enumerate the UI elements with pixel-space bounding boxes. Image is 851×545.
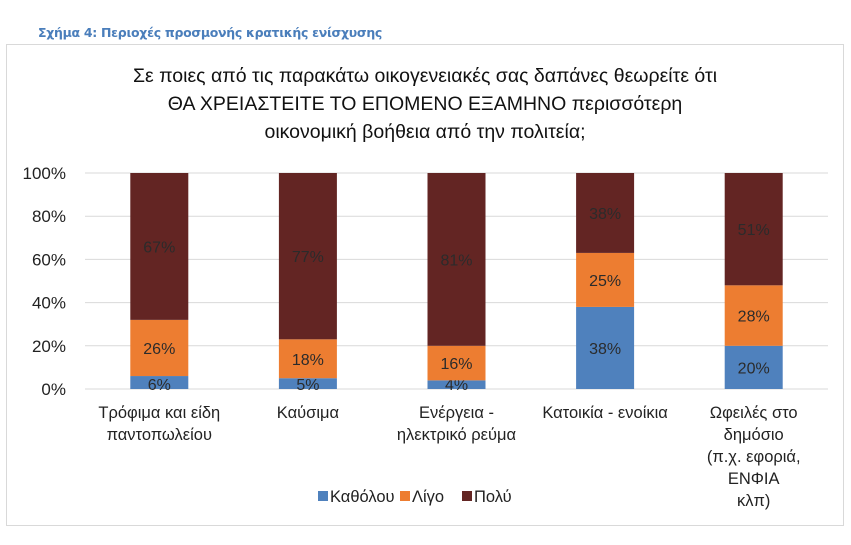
data-label: 18% [292, 352, 324, 369]
bar-segment-Λίγο [130, 319, 189, 377]
legend-swatch-Καθόλου [318, 491, 328, 501]
bar-segment-Πολύ [278, 173, 337, 340]
bar-segment-Πολύ [724, 173, 783, 286]
category-label: ΕΝΦΙΑ [728, 470, 780, 488]
bar-segment-Λίγο [278, 339, 337, 379]
data-label: 16% [440, 356, 472, 373]
chart-frame [6, 44, 844, 526]
category-label: δημόσιο [724, 426, 784, 444]
category-label: (π.χ. εφοριά, [707, 448, 801, 466]
data-label: 28% [738, 309, 770, 326]
category-label: ηλεκτρικό ρεύμα [397, 426, 517, 444]
category-label: Τρόφιμα και είδη [98, 404, 220, 422]
y-tick-label: 100% [23, 164, 66, 183]
legend-label: Λίγο [412, 488, 444, 506]
y-tick-label: 60% [32, 250, 66, 269]
category-label: Καύσιμα [277, 404, 340, 422]
category-label: παντοπωλείου [107, 426, 212, 444]
data-label: 25% [589, 273, 621, 290]
data-label: 38% [589, 206, 621, 223]
data-label: 5% [296, 377, 319, 394]
bar-segment-Πολύ [427, 173, 486, 346]
data-label: 20% [738, 360, 770, 377]
bar-segment-Καθόλου [576, 306, 635, 389]
legend-label: Πολύ [474, 488, 512, 506]
category-label: κλπ) [737, 492, 770, 510]
data-label: 51% [738, 222, 770, 239]
figure-caption: Σχήμα 4: Περιοχές προσμονής κρατικής ενί… [38, 25, 383, 40]
y-tick-label: 20% [32, 337, 66, 356]
y-tick-label: 40% [32, 294, 66, 313]
y-tick-label: 80% [32, 207, 66, 226]
data-label: 6% [148, 377, 171, 394]
data-label: 81% [440, 252, 472, 269]
data-label: 4% [445, 377, 468, 394]
bar-segment-Καθόλου [724, 345, 783, 389]
bar-segment-Λίγο [427, 345, 486, 381]
legend-swatch-Πολύ [462, 491, 472, 501]
legend-swatch-Λίγο [400, 491, 410, 501]
category-label: Ενέργεια - [419, 404, 494, 422]
chart-title-line: ΘΑ ΧΡΕΙΑΣΤΕΙΤΕ ΤΟ ΕΠΟΜΕΝΟ ΕΞΑΜΗΝΟ περισσ… [168, 93, 683, 115]
category-label: Κατοικία - ενοίκια [542, 404, 668, 422]
data-label: 67% [143, 239, 175, 256]
data-label: 77% [292, 249, 324, 266]
data-label: 38% [589, 341, 621, 358]
chart-title-line: Σε ποιες από τις παρακάτω οικογενειακές … [133, 65, 717, 87]
y-tick-label: 0% [41, 380, 66, 399]
legend-label: Καθόλου [330, 488, 395, 506]
bar-segment-Πολύ [130, 173, 189, 320]
data-label: 26% [143, 341, 175, 358]
bar-segment-Λίγο [724, 285, 783, 346]
bar-segment-Πολύ [576, 173, 635, 253]
bar-segment-Καθόλου [278, 378, 337, 389]
bar-segment-Λίγο [576, 252, 635, 307]
bar-segment-Καθόλου [427, 380, 486, 389]
category-label: Ωφειλές στο [710, 404, 798, 422]
bar-segment-Καθόλου [130, 376, 189, 389]
chart-title-line: οικονομική βοήθεια από την πολιτεία; [264, 121, 585, 143]
